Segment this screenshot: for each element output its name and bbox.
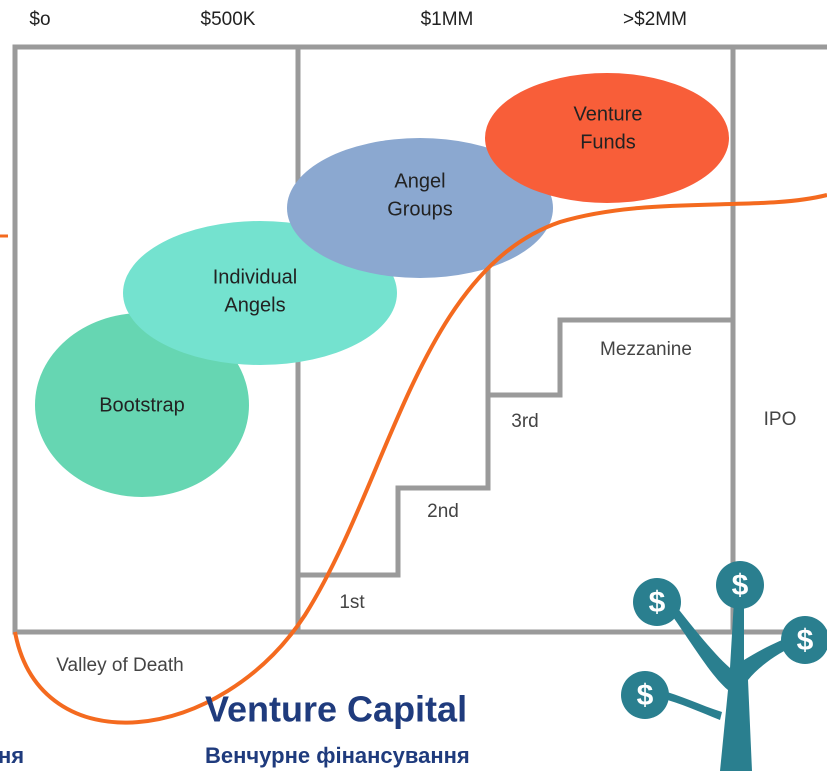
bubble-label: Venture (574, 103, 643, 125)
subtitle: Венчурне фінансування (205, 743, 470, 768)
axis-label: >$2MM (623, 9, 687, 30)
money-tree-icon: $ $ $ $ (621, 561, 827, 771)
stage-label: IPO (764, 409, 797, 430)
stage-label: Mezzanine (600, 339, 692, 360)
bubble-label: Individual (213, 266, 298, 288)
dollar-icon: $ (649, 586, 666, 619)
stage-label: 2nd (427, 501, 459, 522)
bubble-label: Angel (394, 170, 445, 192)
valley-label: Valley of Death (56, 655, 183, 676)
dollar-icon: $ (732, 569, 749, 602)
axis-label: $1MM (421, 9, 474, 30)
bubble-label: Funds (580, 131, 636, 153)
bubble-label: Groups (387, 198, 453, 220)
axis-label: $o (29, 9, 50, 30)
stage-label: 1st (339, 592, 365, 613)
diagram: $o $500K $1MM >$2MM 1st 2nd 3rd Mezzanin… (0, 0, 827, 771)
dollar-icon: $ (637, 679, 654, 712)
stage-label: 3rd (511, 411, 538, 432)
cropped-text: ня (0, 743, 24, 768)
axis-label: $500K (201, 9, 256, 30)
title: Venture Capital (205, 689, 467, 730)
bubble-label: Angels (224, 294, 285, 316)
dollar-icon: $ (797, 624, 814, 657)
bubble-label: Bootstrap (99, 394, 185, 416)
